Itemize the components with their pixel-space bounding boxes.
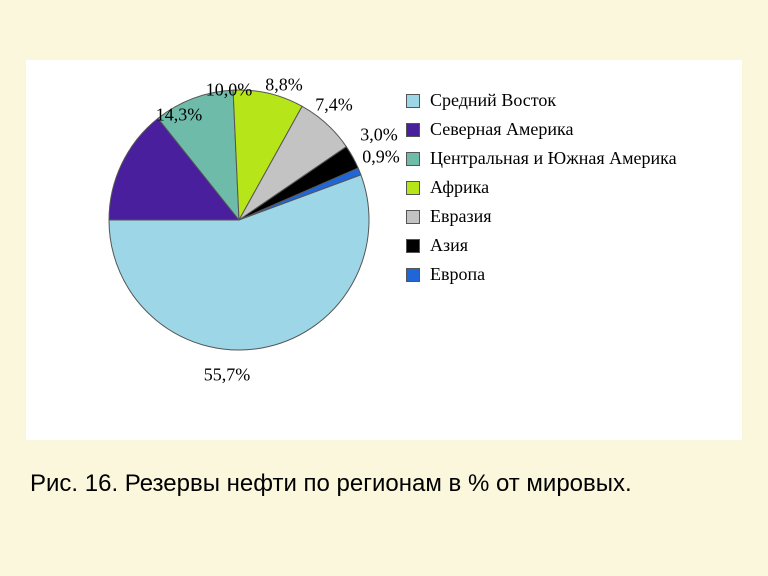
legend-item-africa: Африка bbox=[406, 177, 677, 198]
legend-item-north-america: Северная Америка bbox=[406, 119, 677, 140]
legend-swatch-middle-east bbox=[406, 94, 420, 108]
legend-item-asia: Азия bbox=[406, 235, 677, 256]
legend-swatch-africa bbox=[406, 181, 420, 195]
slice-label-north-america: 14,3% bbox=[156, 105, 203, 126]
legend-label-asia: Азия bbox=[430, 235, 468, 256]
slice-label-cs-america: 10,0% bbox=[206, 80, 253, 101]
legend-label-africa: Африка bbox=[430, 177, 489, 198]
legend-item-europe: Европа bbox=[406, 264, 677, 285]
slice-label-eurasia: 7,4% bbox=[315, 95, 353, 116]
slice-label-asia: 3,0% bbox=[360, 125, 398, 146]
legend-item-cs-america: Центральная и Южная Америка bbox=[406, 148, 677, 169]
legend-label-europe: Европа bbox=[430, 264, 485, 285]
legend-label-eurasia: Евразия bbox=[430, 206, 492, 227]
legend-label-middle-east: Средний Восток bbox=[430, 90, 556, 111]
slice-label-europe: 0,9% bbox=[362, 147, 400, 168]
legend-swatch-north-america bbox=[406, 123, 420, 137]
pie-chart bbox=[104, 85, 374, 355]
legend-swatch-cs-america bbox=[406, 152, 420, 166]
slice-label-middle-east: 55,7% bbox=[204, 365, 251, 386]
legend-label-north-america: Северная Америка bbox=[430, 119, 573, 140]
legend-item-middle-east: Средний Восток bbox=[406, 90, 677, 111]
legend-swatch-asia bbox=[406, 239, 420, 253]
legend-swatch-europe bbox=[406, 268, 420, 282]
legend-swatch-eurasia bbox=[406, 210, 420, 224]
figure-caption: Рис. 16. Резервы нефти по регионам в % о… bbox=[30, 470, 632, 498]
legend-item-eurasia: Евразия bbox=[406, 206, 677, 227]
chart-panel: 14,3%10,0% 8,8% 7,4% 3,0%0,9% 55,7% Средний … bbox=[26, 60, 742, 440]
legend-label-cs-america: Центральная и Южная Америка bbox=[430, 148, 677, 169]
slice-label-africa: 8,8% bbox=[265, 75, 303, 96]
legend: Средний Восток Северная Америка Центральна… bbox=[406, 90, 677, 293]
